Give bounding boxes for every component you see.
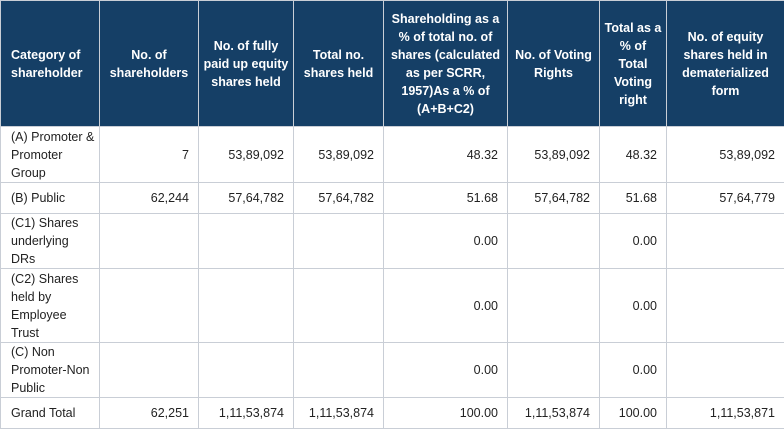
cell-shareholding-percent: 51.68 xyxy=(384,183,508,214)
cell-fully-paid-shares xyxy=(199,343,294,398)
cell-voting-rights xyxy=(508,269,600,343)
cell-category: Grand Total xyxy=(1,398,100,429)
header-demat-shares: No. of equity shares held in demateriali… xyxy=(667,1,784,127)
table-row: (C2) Shares held by Employee Trust 0.00 … xyxy=(1,269,784,343)
cell-shareholders: 7 xyxy=(100,127,199,183)
cell-voting-percent: 100.00 xyxy=(600,398,667,429)
cell-total-shares: 57,64,782 xyxy=(294,183,384,214)
cell-fully-paid-shares: 57,64,782 xyxy=(199,183,294,214)
cell-shareholding-percent: 48.32 xyxy=(384,127,508,183)
cell-shareholders xyxy=(100,214,199,269)
table-row: (C1) Shares underlying DRs 0.00 0.00 xyxy=(1,214,784,269)
cell-demat-shares xyxy=(667,214,784,269)
cell-category: (B) Public xyxy=(1,183,100,214)
header-shareholding-percent: Shareholding as a % of total no. of shar… xyxy=(384,1,508,127)
table-row: (B) Public 62,244 57,64,782 57,64,782 51… xyxy=(1,183,784,214)
cell-demat-shares xyxy=(667,343,784,398)
header-row: Category of shareholder No. of sharehold… xyxy=(1,1,784,127)
table-row: (A) Promoter & Promoter Group 7 53,89,09… xyxy=(1,127,784,183)
header-total-shares: Total no. shares held xyxy=(294,1,384,127)
cell-fully-paid-shares: 53,89,092 xyxy=(199,127,294,183)
header-voting-rights: No. of Voting Rights xyxy=(508,1,600,127)
cell-demat-shares: 57,64,779 xyxy=(667,183,784,214)
cell-shareholders: 62,244 xyxy=(100,183,199,214)
cell-voting-rights: 57,64,782 xyxy=(508,183,600,214)
cell-shareholding-percent: 100.00 xyxy=(384,398,508,429)
cell-fully-paid-shares xyxy=(199,214,294,269)
header-voting-percent: Total as a % of Total Voting right xyxy=(600,1,667,127)
cell-shareholders xyxy=(100,343,199,398)
header-fully-paid-shares: No. of fully paid up equity shares held xyxy=(199,1,294,127)
cell-category: (C1) Shares underlying DRs xyxy=(1,214,100,269)
cell-voting-percent: 51.68 xyxy=(600,183,667,214)
cell-total-shares xyxy=(294,214,384,269)
table-row: (C) Non Promoter-Non Public 0.00 0.00 xyxy=(1,343,784,398)
cell-voting-percent: 48.32 xyxy=(600,127,667,183)
cell-category: (A) Promoter & Promoter Group xyxy=(1,127,100,183)
cell-category: (C) Non Promoter-Non Public xyxy=(1,343,100,398)
grand-total-row: Grand Total 62,251 1,11,53,874 1,11,53,8… xyxy=(1,398,784,429)
header-no-of-shareholders: No. of shareholders xyxy=(100,1,199,127)
cell-shareholding-percent: 0.00 xyxy=(384,269,508,343)
cell-voting-rights: 53,89,092 xyxy=(508,127,600,183)
cell-category: (C2) Shares held by Employee Trust xyxy=(1,269,100,343)
cell-voting-rights xyxy=(508,343,600,398)
cell-demat-shares: 1,11,53,871 xyxy=(667,398,784,429)
header-category: Category of shareholder xyxy=(1,1,100,127)
cell-shareholders: 62,251 xyxy=(100,398,199,429)
cell-demat-shares xyxy=(667,269,784,343)
cell-shareholders xyxy=(100,269,199,343)
cell-fully-paid-shares xyxy=(199,269,294,343)
cell-shareholding-percent: 0.00 xyxy=(384,214,508,269)
cell-voting-rights xyxy=(508,214,600,269)
cell-demat-shares: 53,89,092 xyxy=(667,127,784,183)
cell-voting-percent: 0.00 xyxy=(600,269,667,343)
cell-voting-rights: 1,11,53,874 xyxy=(508,398,600,429)
cell-total-shares xyxy=(294,269,384,343)
cell-voting-percent: 0.00 xyxy=(600,214,667,269)
cell-shareholding-percent: 0.00 xyxy=(384,343,508,398)
cell-total-shares xyxy=(294,343,384,398)
cell-total-shares: 53,89,092 xyxy=(294,127,384,183)
cell-fully-paid-shares: 1,11,53,874 xyxy=(199,398,294,429)
cell-total-shares: 1,11,53,874 xyxy=(294,398,384,429)
cell-voting-percent: 0.00 xyxy=(600,343,667,398)
